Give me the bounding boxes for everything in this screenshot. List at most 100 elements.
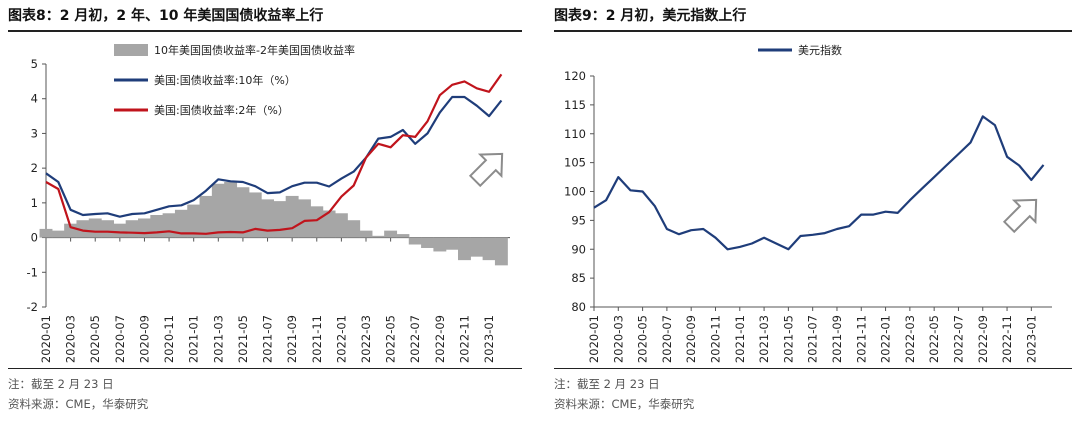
y-tick-label: 1 xyxy=(31,196,38,210)
x-tick-label: 2022-05 xyxy=(927,315,941,363)
spread-bar xyxy=(199,195,213,238)
x-tick-label: 2021-01 xyxy=(733,315,747,363)
x-tick-label: 2022-11 xyxy=(1000,315,1014,363)
spread-bar xyxy=(150,215,164,238)
spread-bar xyxy=(187,204,201,238)
x-tick-label: 2022-11 xyxy=(457,315,471,363)
spread-bar xyxy=(470,237,484,257)
spread-bar xyxy=(433,237,447,252)
spread-bar xyxy=(421,237,434,248)
x-tick-label: 2021-11 xyxy=(854,315,868,363)
x-tick-label: 2021-11 xyxy=(310,315,324,363)
spread-bar xyxy=(285,195,299,238)
spread-bar xyxy=(174,209,188,238)
dollar-index-chart: 80 85 90 95 100 105 110 115 120 2020-01 2020-03 202… xyxy=(564,43,1052,363)
y-tick-label: 85 xyxy=(571,271,586,285)
y-tick-label: 5 xyxy=(31,57,38,71)
x-tick-label: 2020-11 xyxy=(708,315,722,363)
x-tick-label: 2021-07 xyxy=(261,315,275,363)
series-line-0 xyxy=(593,115,1045,251)
legend-swatch xyxy=(114,44,148,56)
figure-title: 图表8：2 月初，2 年、10 年美国国债收益率上行 xyxy=(8,8,324,24)
x-tick-label: 2020-01 xyxy=(39,315,53,363)
y-tick-label: 90 xyxy=(571,242,586,256)
y-tick-label: 120 xyxy=(564,69,586,83)
x-tick-label: 2022-03 xyxy=(359,315,373,363)
y-tick-label: 115 xyxy=(564,98,586,112)
x-tick-label: 2020-11 xyxy=(162,315,176,363)
x-tick-label: 2023-01 xyxy=(1024,315,1038,363)
x-tick-label: 2023-01 xyxy=(482,315,496,363)
spread-bar xyxy=(322,210,336,238)
x-tick-label: 2021-01 xyxy=(187,315,201,363)
spread-bar xyxy=(310,206,324,238)
x-tick-label: 2022-07 xyxy=(408,315,422,363)
x-tick-label: 2020-09 xyxy=(137,315,151,363)
spread-bar xyxy=(334,213,348,238)
y-tick-label: -2 xyxy=(27,300,38,314)
footer-divider xyxy=(554,368,1072,369)
x-tick-label: 2020-07 xyxy=(660,315,674,363)
x-tick-label: 2021-03 xyxy=(757,315,771,363)
spread-bar xyxy=(236,187,250,238)
spread-bar xyxy=(88,218,102,238)
spread-bar xyxy=(273,201,287,238)
series-line-1 xyxy=(45,95,503,218)
spread-bar xyxy=(494,237,508,266)
y-tick-label: -1 xyxy=(27,265,38,279)
spread-bar xyxy=(113,223,127,238)
x-tick-label: 2021-05 xyxy=(236,315,250,363)
series-line-2 xyxy=(45,73,503,235)
legend-label: 美元指数 xyxy=(798,43,842,57)
title-divider xyxy=(8,30,522,32)
title-divider xyxy=(554,30,1072,32)
x-tick-label: 2021-09 xyxy=(285,315,299,363)
y-tick-label: 100 xyxy=(564,185,586,199)
spread-bar xyxy=(248,192,262,238)
arrow-shape xyxy=(468,152,504,188)
spread-bar xyxy=(408,237,422,245)
spread-bar xyxy=(211,183,225,238)
y-tick-label: 80 xyxy=(571,300,586,314)
y-tick-label: 4 xyxy=(31,92,38,106)
spread-bar xyxy=(76,220,90,238)
x-tick-label: 2021-07 xyxy=(806,315,820,363)
panel-dollar-index: 图表9：2 月初，美元指数上行 80 85 90 95 100 105 110 115 120 2… xyxy=(546,0,1080,426)
x-tick-label: 2022-09 xyxy=(976,315,990,363)
spread-bar xyxy=(359,230,373,238)
x-tick-label: 2022-01 xyxy=(334,315,348,363)
x-tick-label: 2020-05 xyxy=(636,315,650,363)
x-tick-label: 2021-05 xyxy=(781,315,795,363)
spread-bar xyxy=(298,199,311,238)
x-tick-label: 2022-05 xyxy=(384,315,398,363)
x-tick-label: 2022-07 xyxy=(951,315,965,363)
spread-bar xyxy=(384,230,398,238)
x-tick-label: 2021-03 xyxy=(211,315,225,363)
x-tick-label: 2021-09 xyxy=(830,315,844,363)
x-tick-label: 2020-03 xyxy=(64,315,78,363)
up-arrow-icon xyxy=(468,152,504,188)
x-tick-label: 2022-09 xyxy=(433,315,447,363)
treasury-yield-chart: -2 -1 0 1 2 3 4 5 2020-01 2020-03 2020-05 2020-07 20… xyxy=(27,43,510,363)
spread-bar xyxy=(458,237,471,261)
spread-bar xyxy=(162,213,176,238)
legend-label: 10年美国国债收益率-2年美国国债收益率 xyxy=(154,43,355,57)
figure-source: 资料来源：CME，华泰研究 xyxy=(554,397,695,411)
figure-title: 图表9：2 月初，美元指数上行 xyxy=(554,8,747,24)
up-arrow-icon xyxy=(1002,198,1038,234)
y-tick-label: 95 xyxy=(571,213,586,227)
x-tick-label: 2020-09 xyxy=(684,315,698,363)
footer-divider xyxy=(8,368,522,369)
spread-bar xyxy=(138,218,151,238)
spread-bar xyxy=(396,234,410,238)
figure-note: 注：截至 2 月 23 日 xyxy=(8,377,114,391)
x-tick-label: 2020-03 xyxy=(611,315,625,363)
legend-label: 美国:国债收益率:10年（%） xyxy=(154,73,296,87)
panel-treasury-yields: 图表8：2 月初，2 年、10 年美国国债收益率上行 -2 -1 0 1 2 3 4 5 202… xyxy=(0,0,530,426)
spread-bar xyxy=(261,199,274,238)
x-tick-label: 2022-01 xyxy=(879,315,893,363)
x-tick-label: 2020-01 xyxy=(587,315,601,363)
y-tick-label: 105 xyxy=(564,156,586,170)
spread-bar xyxy=(101,220,114,238)
x-tick-label: 2020-05 xyxy=(88,315,102,363)
